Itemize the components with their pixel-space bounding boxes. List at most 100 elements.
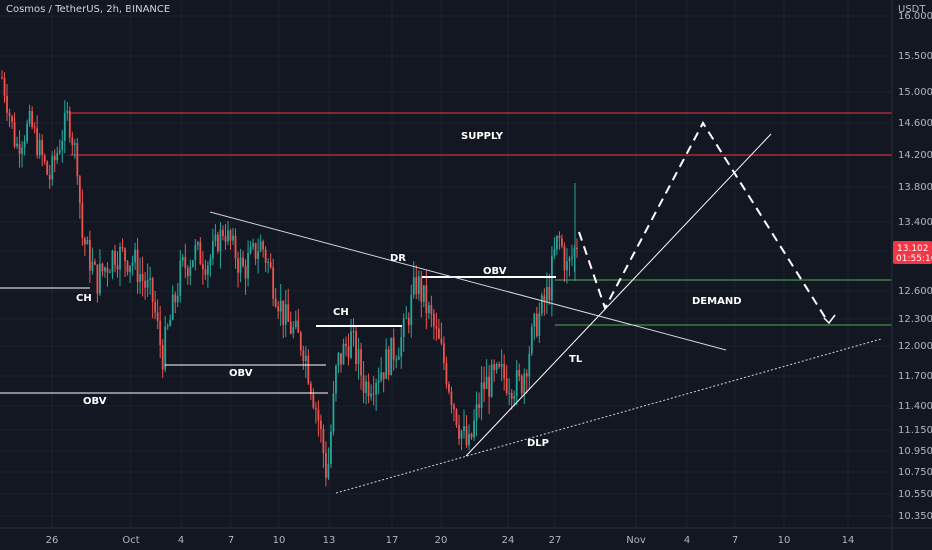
candle-body xyxy=(212,241,214,259)
x-tick-label: Oct xyxy=(122,535,139,546)
candle-body xyxy=(78,176,81,204)
zones xyxy=(70,112,892,326)
dr-trendline xyxy=(209,211,727,351)
candle-body xyxy=(189,266,192,277)
candle-body xyxy=(129,265,131,273)
candle-body xyxy=(214,234,217,242)
candle-body xyxy=(164,326,167,370)
candle-body xyxy=(473,420,475,438)
candle-body xyxy=(475,404,478,421)
y-tick-label: 14.200 xyxy=(898,150,932,161)
candle-body xyxy=(561,238,563,247)
candle-body xyxy=(468,433,470,446)
candle-body xyxy=(400,336,403,357)
x-tick-label: Nov xyxy=(626,535,646,546)
x-tick-label: 20 xyxy=(435,535,448,546)
candle-body xyxy=(458,425,460,439)
label-demand: DEMAND xyxy=(692,296,742,307)
candle-body xyxy=(26,123,29,142)
y-tick-label: 11.400 xyxy=(898,401,932,412)
candle-body xyxy=(382,372,385,379)
candle-body xyxy=(96,264,99,294)
projection-arrowhead xyxy=(823,314,836,325)
candle-body xyxy=(340,353,342,365)
candle-body xyxy=(347,346,350,358)
candle-body xyxy=(124,248,126,262)
y-tick-label: 12.600 xyxy=(898,286,932,297)
current-price-tag: 13.102 01:55:16 xyxy=(893,241,932,264)
candle-body xyxy=(520,376,523,394)
candle-body xyxy=(86,239,89,245)
candle-body xyxy=(191,260,194,267)
candle-body xyxy=(302,350,305,361)
candle-body xyxy=(56,152,59,161)
candle-body xyxy=(312,394,315,408)
candle-body xyxy=(375,382,378,395)
candle-body xyxy=(224,236,227,242)
candle-body xyxy=(156,312,159,321)
candle-body xyxy=(390,337,393,376)
candle-body xyxy=(201,264,204,270)
candle-body xyxy=(427,305,430,314)
candle-body xyxy=(234,235,237,259)
y-tick-labels: 16.000 15.500 15.000 14.600 14.200 13.800 13.4… xyxy=(898,11,932,522)
candle-body xyxy=(199,242,202,265)
chart-labels: SUPPLY DEMAND DR OBV OBV OBV CH CH TL DL… xyxy=(76,131,742,449)
candle-body xyxy=(548,287,551,301)
candle-body xyxy=(284,304,287,325)
candle-body xyxy=(377,380,380,383)
candle-body xyxy=(51,155,54,180)
y-tick-label: 12.300 xyxy=(898,314,932,325)
candle-body xyxy=(217,234,219,252)
candle-body xyxy=(350,331,352,358)
candle-body xyxy=(362,375,365,393)
x-tick-label: 27 xyxy=(549,535,562,546)
candle-body xyxy=(46,161,49,175)
candle-body xyxy=(440,338,443,344)
currency-label: USDT xyxy=(898,4,926,15)
candle-body xyxy=(66,110,69,114)
candle-body xyxy=(385,349,388,379)
candle-body xyxy=(159,320,162,345)
label-ch-2: CH xyxy=(333,307,349,318)
candle-body xyxy=(196,242,199,245)
x-tick-label: 7 xyxy=(228,535,234,546)
candle-body xyxy=(330,431,332,464)
candle-body xyxy=(174,294,177,303)
candle-body xyxy=(21,147,23,154)
candle-body xyxy=(470,433,473,438)
candle-body xyxy=(545,287,548,303)
candle-body xyxy=(319,420,322,429)
candle-body xyxy=(392,337,395,360)
candle-body xyxy=(556,235,558,250)
drawings xyxy=(0,121,882,494)
candle-body xyxy=(154,301,157,313)
candle-body xyxy=(405,317,408,319)
y-tick-label: 16.000 xyxy=(898,11,932,22)
candle-body xyxy=(576,247,578,250)
y-tick-label: 11.150 xyxy=(898,425,932,436)
candle-body xyxy=(360,349,362,376)
candle-body xyxy=(209,258,212,266)
candle-body xyxy=(31,110,34,128)
candle-body xyxy=(33,127,36,129)
symbol-title: Cosmos / TetherUS, 2h, BINANCE xyxy=(6,4,171,15)
x-tick-label: 24 xyxy=(502,535,515,546)
candle-body xyxy=(513,396,516,399)
candle-body xyxy=(204,269,207,275)
candle-body xyxy=(573,247,576,257)
y-tick-label: 12.000 xyxy=(898,341,932,352)
candle-body xyxy=(6,95,8,113)
candle-body xyxy=(194,244,197,261)
candle-body xyxy=(523,373,526,394)
candle-body xyxy=(304,355,307,361)
candle-body xyxy=(495,363,498,370)
candle-body xyxy=(81,203,84,239)
candle-body xyxy=(68,110,71,138)
candle-body xyxy=(181,257,184,261)
candle-body xyxy=(430,305,433,314)
candle-body xyxy=(518,369,521,377)
candle-body xyxy=(23,141,26,148)
